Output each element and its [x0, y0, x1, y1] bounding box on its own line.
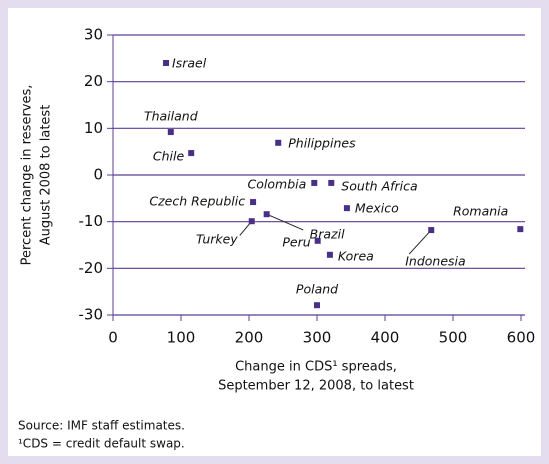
point-label: Israel	[172, 56, 207, 71]
point-label: Indonesia	[405, 254, 465, 269]
point	[314, 237, 321, 244]
point	[163, 60, 170, 66]
point	[188, 150, 195, 157]
point	[250, 199, 257, 206]
source: Source: IMF staff estimates.	[18, 419, 185, 433]
x-tick-label: 0	[108, 329, 118, 347]
leader-line	[408, 229, 432, 255]
point-label: Thailand	[144, 109, 198, 124]
point-label: Colombia	[248, 176, 307, 191]
point-label: Mexico	[355, 201, 399, 216]
y-tick-label: 0	[93, 166, 103, 184]
point	[314, 302, 320, 309]
y-axis-label: August 2008 to latest	[39, 105, 54, 246]
x-tick-label: 600	[507, 329, 536, 347]
x-tick-label: 500	[439, 329, 468, 347]
y-axis-label: Percent change in reserves,	[20, 85, 35, 266]
y-tick-label: 30	[84, 26, 103, 44]
y-tick-label: 10	[84, 119, 103, 137]
y-tick-label: -30	[79, 306, 104, 324]
point	[311, 179, 318, 186]
point-label: Czech Republic	[149, 194, 245, 209]
x-tick-label: 100	[167, 329, 196, 347]
y-tick-label: -10	[79, 212, 104, 230]
y-tick-label: -20	[79, 259, 104, 277]
point	[428, 227, 435, 234]
point	[326, 251, 333, 258]
panel	[8, 8, 541, 456]
leader-line	[266, 213, 304, 231]
point	[248, 218, 255, 225]
point	[275, 139, 282, 146]
point-label: Poland	[296, 282, 338, 297]
point-label: Romania	[453, 204, 508, 219]
point	[343, 205, 350, 212]
point	[263, 211, 270, 218]
x-axis-label: Change in CDS¹ spreads,	[235, 360, 397, 375]
point-label: Peru	[282, 234, 310, 249]
x-tick-label: 300	[303, 329, 332, 347]
y-tick-label: 20	[84, 72, 103, 90]
point	[517, 226, 524, 233]
point	[328, 179, 335, 186]
point-label: Philippines	[288, 135, 356, 150]
x-tick-label: 400	[371, 329, 400, 347]
point	[167, 129, 174, 136]
point-label: Korea	[338, 248, 374, 263]
point-label: Turkey	[196, 232, 238, 247]
point-label: South Africa	[341, 178, 417, 193]
footnote: ¹CDS = credit default swap.	[18, 437, 185, 451]
point-label: Chile	[153, 149, 185, 164]
x-axis-label: September 12, 2008, to latest	[218, 379, 414, 394]
x-tick-label: 200	[235, 329, 264, 347]
